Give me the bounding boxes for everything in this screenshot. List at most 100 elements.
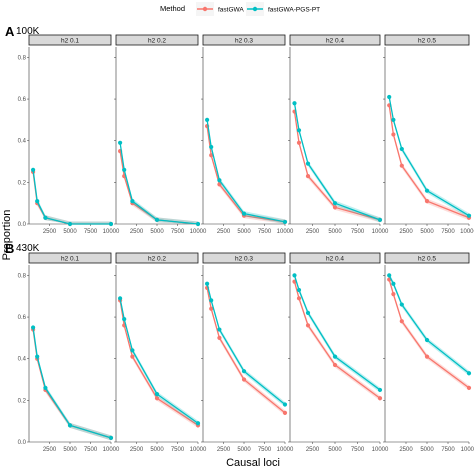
data-point-fastgwa (209, 306, 214, 311)
data-point-fastgwa-pgs-pt (466, 371, 472, 376)
data-point-fastgwa-pgs-pt (387, 94, 392, 100)
facet-strip-label: h2 0.4 (326, 38, 344, 45)
data-point-fastgwa (154, 396, 160, 401)
facet-strip (115, 252, 199, 264)
facet-strip-label: h2 0.1 (61, 256, 79, 263)
data-point-fastgwa-pgs-pt (399, 146, 404, 152)
x-tick-label: 2500 (399, 447, 413, 453)
series-line-fastgwa (206, 126, 286, 223)
plot-area: 0.0 0.2 0.4 0.6 0.8 h2 0.1 2500 5000 7500 10000 h2… (18, 34, 474, 453)
facet-strip (28, 34, 112, 46)
facet-strip-label: h2 0.1 (61, 38, 79, 45)
y-tick-label: 0.2 (18, 180, 27, 186)
x-tick-label: 2500 (217, 229, 231, 235)
y-tick-label: 0.4 (18, 139, 27, 145)
facet-strip-label: h2 0.3 (235, 38, 253, 45)
data-point-fastgwa-pgs-pt (108, 435, 114, 440)
x-tick-label: 2500 (43, 229, 57, 235)
series-line-fastgwa-pgs-pt (206, 283, 286, 406)
x-tick-label: 2500 (217, 447, 231, 453)
data-point-fastgwa (332, 205, 338, 210)
x-tick-label: 5000 (63, 447, 77, 453)
x-tick-label: 5000 (237, 447, 251, 453)
x-tick-label: 7500 (351, 229, 365, 235)
data-point-fastgwa-pgs-pt (377, 387, 383, 393)
data-point-fastgwa (282, 410, 288, 415)
legend: Method fastGWA fastGWA-PGS-PT (160, 2, 320, 16)
series-ribbon-fastgwa-pgs-pt (120, 295, 198, 426)
y-tick-label: 0.4 (18, 357, 27, 363)
data-point-fastgwa-pgs-pt (118, 296, 123, 301)
data-point-fastgwa-pgs-pt (195, 221, 201, 227)
y-tick-label: 0.8 (18, 55, 27, 61)
series-ribbon-fastgwa-pgs-pt (120, 140, 198, 224)
x-tick-label: 7500 (258, 229, 272, 235)
data-point-fastgwa (209, 153, 214, 158)
data-point-fastgwa-pgs-pt (122, 167, 127, 172)
series-line-fastgwa (388, 279, 470, 389)
legend-label-fastgwa-pgs-pt: fastGWA-PGS-PT (268, 7, 320, 14)
data-point-fastgwa (305, 323, 311, 328)
x-tick-label: 7500 (171, 229, 185, 235)
series-ribbon-fastgwa-pgs-pt (294, 272, 380, 393)
legend-point-fastgwa-pgs-pt (252, 6, 258, 12)
panel-letter-a: A (5, 24, 15, 39)
facet-strip-label: h2 0.2 (148, 256, 166, 263)
x-tick-label: 2500 (306, 447, 320, 453)
x-tick-label: 5000 (237, 229, 251, 235)
data-point-fastgwa-pgs-pt (332, 354, 338, 359)
series-ribbon-fastgwa-pgs-pt (207, 117, 285, 224)
facet-strip (28, 252, 112, 264)
x-tick-label: 10000 (461, 447, 474, 453)
series-line-fastgwa-pgs-pt (119, 142, 199, 225)
x-axis-title: Causal loci (226, 457, 280, 469)
data-point-fastgwa-pgs-pt (130, 198, 135, 204)
series-line-fastgwa (119, 151, 199, 225)
data-point-fastgwa-pgs-pt (282, 402, 288, 407)
x-tick-label: 7500 (84, 229, 98, 235)
data-point-fastgwa-pgs-pt (35, 198, 40, 204)
panel-letter-b: B (5, 241, 14, 256)
facet-strip (115, 34, 199, 46)
data-point-fastgwa-pgs-pt (195, 421, 201, 426)
series-line-fastgwa-pgs-pt (293, 275, 381, 391)
data-point-fastgwa-pgs-pt (30, 325, 36, 330)
data-point-fastgwa-pgs-pt (424, 188, 430, 193)
series-ribbon-fastgwa (120, 297, 198, 428)
x-tick-label: 7500 (84, 447, 98, 453)
series-line-fastgwa-pgs-pt (32, 327, 112, 439)
facet-strip (202, 252, 286, 264)
x-tick-label: 2500 (130, 447, 144, 453)
data-point-fastgwa-pgs-pt (118, 140, 123, 145)
facet-strip (384, 252, 470, 264)
data-point-fastgwa-pgs-pt (209, 144, 214, 150)
data-point-fastgwa (424, 354, 430, 359)
data-point-fastgwa-pgs-pt (154, 217, 160, 222)
x-tick-label: 10000 (277, 229, 294, 235)
series-ribbon-fastgwa-pgs-pt (389, 272, 469, 376)
panel-tag-b: 430K (16, 243, 40, 254)
data-point-fastgwa-pgs-pt (130, 348, 135, 353)
series-line-fastgwa-pgs-pt (119, 298, 199, 424)
facet-strip (289, 252, 381, 264)
x-tick-label: 5000 (63, 229, 77, 235)
data-point-fastgwa-pgs-pt (205, 117, 210, 122)
data-point-fastgwa-pgs-pt (43, 385, 48, 390)
data-point-fastgwa-pgs-pt (205, 281, 210, 286)
facet-strip-label: h2 0.2 (148, 38, 166, 45)
data-point-fastgwa-pgs-pt (217, 178, 222, 183)
x-tick-label: 10000 (190, 447, 207, 453)
data-point-fastgwa-pgs-pt (305, 310, 311, 315)
data-point-fastgwa-pgs-pt (332, 201, 338, 206)
series-line-fastgwa (119, 300, 199, 426)
data-point-fastgwa-pgs-pt (241, 369, 247, 374)
data-point-fastgwa-pgs-pt (391, 281, 396, 286)
data-point-fastgwa-pgs-pt (35, 354, 40, 359)
data-point-fastgwa (217, 335, 222, 340)
legend-title: Method (160, 4, 185, 13)
data-point-fastgwa (391, 132, 396, 137)
data-point-fastgwa (424, 198, 430, 204)
series-ribbon-fastgwa (389, 277, 469, 391)
data-point-fastgwa (305, 174, 311, 179)
x-tick-label: 10000 (372, 229, 389, 235)
